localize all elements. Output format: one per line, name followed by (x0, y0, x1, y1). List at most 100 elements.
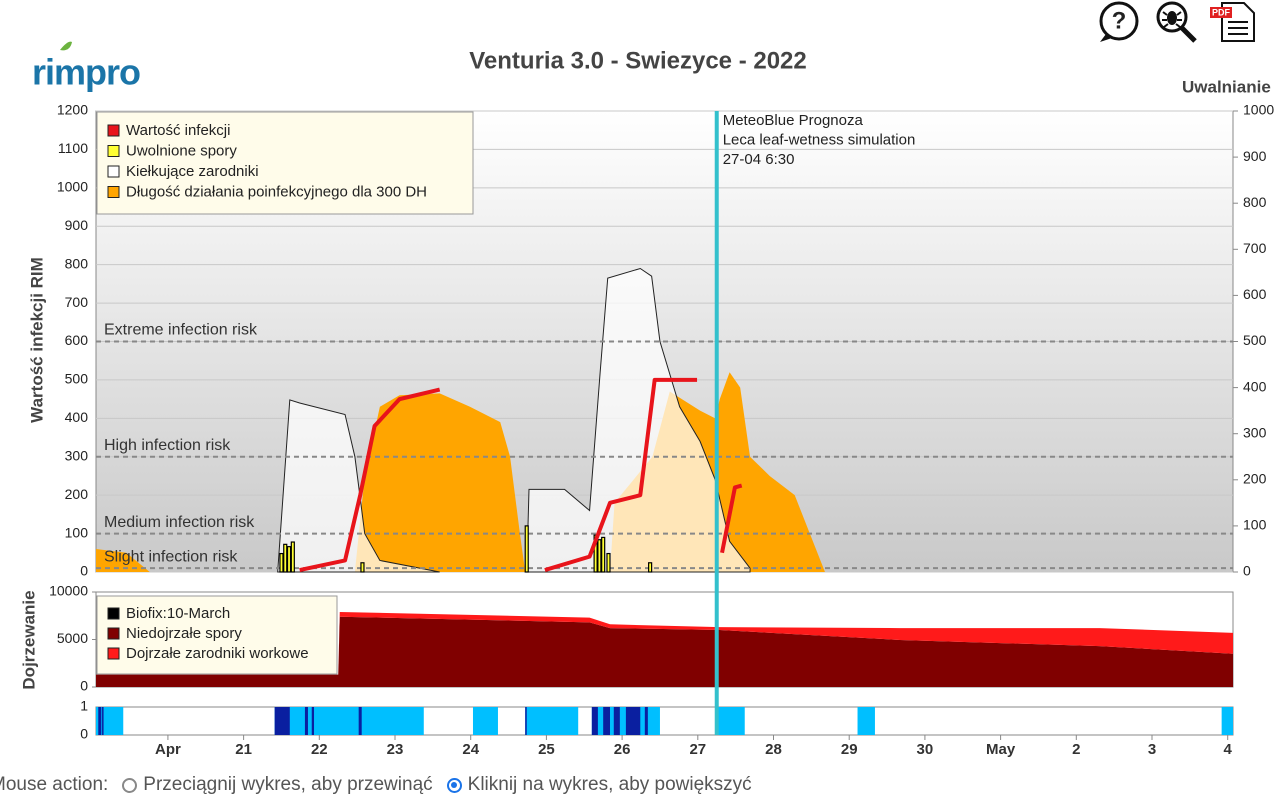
y-tick-label: 0 (80, 726, 88, 742)
search-icon[interactable] (1156, 1, 1197, 43)
x-tick-label: 24 (462, 741, 479, 758)
wetness-period (304, 707, 308, 735)
y2-tick-label: 300 (1243, 424, 1267, 440)
forecast-note: MeteoBlue Prognoza (723, 112, 864, 129)
x-tick-label: 25 (538, 741, 555, 758)
legend-swatch (107, 124, 120, 137)
bar (524, 525, 529, 573)
radio-option[interactable]: Przeciągnij wykres, aby przewinąć (122, 774, 433, 796)
y-tick-label: 1000 (57, 179, 88, 195)
mouse-action-label: Mouse action: (0, 774, 109, 795)
y-tick-label: 0 (80, 678, 88, 694)
x-tick-label: 26 (614, 741, 631, 758)
legend-label: Biofix:10-March (126, 605, 230, 622)
y2-tick-label: 100 (1243, 517, 1267, 533)
wetness-period (1221, 707, 1233, 735)
x-tick-label: Apr (155, 741, 181, 758)
bar (283, 543, 288, 573)
bar (648, 562, 653, 573)
y-tick-label: 100 (65, 524, 89, 540)
bar (279, 552, 284, 573)
bar (290, 541, 295, 573)
legend-swatch (107, 186, 120, 198)
legend-label: Dojrzałe zarodniki workowe (126, 645, 309, 662)
y2-tick-label: 600 (1243, 286, 1267, 302)
threshold-label: Slight infection risk (104, 548, 238, 565)
y-tick-label: 1 (80, 698, 88, 714)
wetness-period (525, 707, 527, 735)
logo-leaf (60, 41, 72, 51)
legend-label: Wartość infekcji (126, 122, 230, 139)
x-tick-label: May (986, 741, 1016, 758)
x-tick-label: 23 (387, 741, 404, 758)
x-tick-label: 21 (235, 741, 252, 758)
help-label: ? (1112, 7, 1127, 34)
wetness-period (613, 707, 620, 735)
wetness-period (591, 707, 598, 735)
line (299, 377, 743, 573)
wetness-period (311, 707, 315, 735)
y-tick-label: 10000 (49, 583, 88, 599)
legend-box (96, 595, 338, 675)
legend-label: Długość działania poinfekcyjnego dla 300… (126, 183, 427, 200)
radio-option[interactable]: Kliknij na wykres, aby powiększyć (446, 774, 752, 796)
wetness-period (274, 707, 424, 735)
y-tick-label: 1200 (57, 102, 88, 118)
legend-swatch (107, 647, 120, 660)
x-tick-label: 30 (917, 741, 934, 758)
y2-tick-label: 200 (1243, 471, 1267, 487)
x-tick-label: 28 (765, 741, 782, 758)
y-tick-label: 900 (65, 217, 89, 233)
legend-swatch (107, 145, 120, 157)
wetness-period (525, 707, 579, 735)
radio-button[interactable] (446, 777, 462, 793)
radio-label: Przeciągnij wykres, aby przewinąć (143, 774, 433, 795)
y2-tick-label: 800 (1243, 194, 1267, 210)
wetness-period (625, 707, 641, 735)
y2-tick-label: 700 (1243, 240, 1267, 256)
threshold-label: Extreme infection risk (104, 322, 258, 339)
x-tick-label: 22 (311, 741, 328, 758)
wetness-period (472, 707, 498, 735)
pdf-icon[interactable]: PDF (1210, 2, 1255, 42)
y-tick-label: 500 (65, 371, 89, 387)
wetness-period (98, 707, 102, 735)
y-tick-label: 5000 (57, 630, 88, 646)
threshold-label: Medium infection risk (104, 514, 255, 531)
y2-tick-label: 0 (1243, 563, 1251, 579)
legend-label: Niedojrzałe spory (126, 625, 242, 642)
y-tick-label: 1100 (58, 140, 88, 156)
bar (601, 536, 606, 573)
forecast-note: 27-04 6:30 (723, 151, 795, 168)
y-tick-label: 200 (65, 486, 89, 502)
legend-box (96, 111, 474, 215)
legend-label: Uwolnione spory (126, 142, 237, 159)
y2-tick-label: 400 (1243, 378, 1267, 394)
radio-label: Kliknij na wykres, aby powiększyć (467, 774, 752, 795)
radio-button[interactable] (122, 777, 138, 793)
y-tick-label: 800 (65, 255, 89, 271)
x-tick-label: 29 (841, 741, 858, 758)
maturation-axis-label: Dojrzewanie (19, 590, 38, 689)
wetness-background (95, 706, 1234, 736)
wetness-period (716, 707, 745, 735)
help-icon[interactable]: ? (1099, 1, 1139, 42)
mouse-action: Mouse action: Przeciągnij wykres, aby pr… (0, 774, 752, 796)
wetness-period (603, 707, 610, 735)
legend-swatch (107, 627, 120, 640)
y2-tick-label: 500 (1243, 332, 1267, 348)
legend-swatch (107, 607, 120, 620)
bar (597, 539, 602, 573)
x-tick-label: 3 (1148, 741, 1156, 758)
bar (360, 562, 365, 573)
pdf-label: PDF (1212, 7, 1231, 17)
legend-label: Kiełkujące zarodniki (126, 163, 259, 180)
forecast-note: Leca leaf-wetness simulation (723, 131, 916, 148)
chart-title: Venturia 3.0 - Swiezyce - 2022 (469, 47, 807, 74)
maturation-area (96, 616, 1233, 687)
logo: rimpro (32, 52, 140, 93)
wetness-period (644, 707, 648, 735)
y2-tick-label: 1000 (1243, 102, 1274, 118)
